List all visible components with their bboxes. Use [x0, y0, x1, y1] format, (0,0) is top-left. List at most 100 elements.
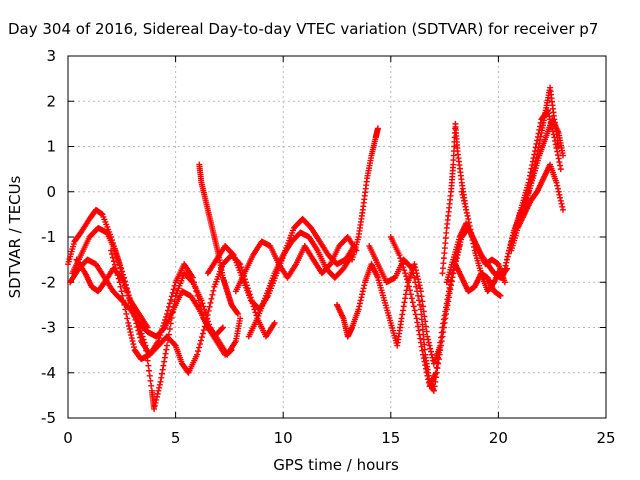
data-point	[399, 307, 406, 314]
data-point	[134, 323, 141, 330]
data-point	[500, 271, 507, 278]
data-point	[156, 381, 163, 388]
data-point	[416, 282, 423, 289]
data-point	[532, 144, 539, 151]
data-point	[426, 342, 433, 349]
data-point	[416, 331, 423, 338]
data-point	[422, 323, 429, 330]
data-point	[202, 319, 209, 326]
data-point	[137, 334, 144, 341]
data-point	[125, 319, 132, 326]
data-point	[435, 349, 442, 356]
data-point	[419, 347, 426, 354]
data-point	[118, 288, 125, 295]
data-point	[444, 296, 451, 303]
data-point	[164, 307, 171, 314]
data-point	[120, 297, 127, 304]
data-point	[558, 200, 565, 207]
data-point	[113, 268, 120, 275]
data-point	[400, 264, 407, 271]
data-point	[545, 110, 552, 117]
data-point	[423, 369, 430, 376]
data-point	[433, 364, 440, 371]
data-point	[116, 259, 123, 266]
data-point	[402, 295, 409, 302]
data-point	[130, 344, 137, 351]
data-point	[431, 383, 438, 390]
data-point	[200, 303, 207, 310]
data-point	[437, 339, 444, 346]
data-point	[501, 279, 508, 286]
data-point	[118, 265, 125, 272]
data-point	[420, 303, 427, 310]
data-point	[556, 159, 563, 166]
data-point	[355, 306, 362, 313]
data-point	[128, 335, 135, 342]
data-point	[163, 313, 170, 320]
data-point	[398, 258, 405, 265]
data-point	[525, 179, 532, 186]
data-point	[434, 359, 441, 366]
data-point	[425, 339, 432, 346]
data-point	[163, 310, 170, 317]
data-point	[550, 131, 557, 138]
data-point	[418, 343, 425, 350]
data-point	[117, 283, 124, 290]
data-point	[470, 240, 477, 247]
data-point	[415, 327, 422, 334]
data-point	[458, 188, 465, 195]
data-point	[153, 396, 160, 403]
y-tick-label: 0	[46, 183, 56, 201]
data-point	[136, 331, 143, 338]
data-point	[551, 134, 558, 141]
data-point	[554, 152, 561, 159]
data-point	[414, 319, 421, 326]
data-point	[439, 270, 446, 277]
data-point	[411, 261, 418, 268]
data-point	[417, 339, 424, 346]
data-point	[408, 295, 415, 302]
data-point	[193, 288, 200, 295]
data-point	[114, 253, 121, 260]
data-point	[528, 165, 535, 172]
data-point	[499, 274, 506, 281]
data-point	[125, 322, 132, 329]
data-point	[418, 311, 425, 318]
data-point	[529, 158, 536, 165]
x-tick-label: 15	[381, 429, 400, 447]
data-point	[468, 233, 475, 240]
data-point	[555, 188, 562, 195]
data-point	[207, 299, 214, 306]
data-point	[559, 152, 566, 159]
data-point	[557, 166, 564, 173]
data-point	[163, 346, 170, 353]
data-point	[228, 347, 235, 354]
chart-title: Day 304 of 2016, Sidereal Day-to-day VTE…	[8, 20, 598, 38]
data-point	[133, 320, 140, 327]
data-point	[544, 107, 551, 114]
data-point	[160, 362, 167, 369]
data-point	[135, 327, 142, 334]
data-point	[112, 265, 119, 272]
data-point	[151, 405, 158, 412]
data-point	[432, 369, 439, 376]
data-point	[126, 326, 133, 333]
data-point	[412, 311, 419, 318]
data-point	[108, 247, 115, 254]
data-point	[463, 209, 470, 216]
plot-frame	[67, 55, 607, 419]
data-point	[171, 282, 178, 289]
data-point	[198, 334, 205, 341]
data-point	[420, 355, 427, 362]
data-point	[419, 321, 426, 328]
data-point	[119, 292, 126, 299]
data-point	[435, 354, 442, 361]
data-point	[467, 226, 474, 233]
data-point	[415, 323, 422, 330]
data-point	[169, 289, 176, 296]
data-point	[527, 169, 534, 176]
data-point	[422, 365, 429, 372]
data-point	[420, 336, 427, 343]
data-point	[421, 358, 428, 365]
data-point	[534, 137, 541, 144]
